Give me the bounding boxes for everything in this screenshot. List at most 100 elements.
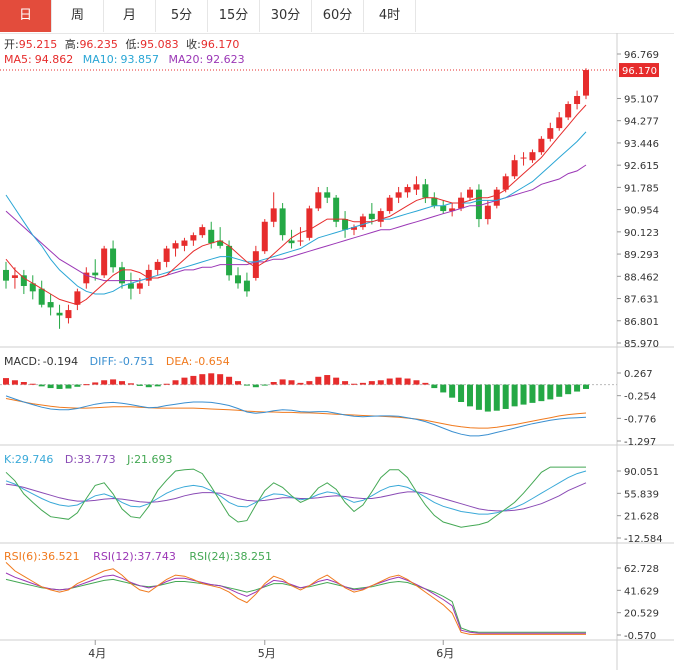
macd-histogram-bar: [315, 376, 322, 385]
ma10-line: [5, 131, 587, 295]
time-axis-label: 5月: [258, 647, 276, 660]
rsi12-label: RSI(12):: [93, 550, 137, 563]
macd-legend: MACD: -0.194 DIFF: -0.751 DEA: -0.654: [4, 355, 230, 368]
macd-histogram-bar: [190, 375, 197, 385]
dea-line: [5, 398, 587, 429]
macd-axis-tick-label: -1.297: [624, 437, 656, 448]
macd-histogram-bar: [56, 384, 63, 389]
macd-histogram-bar: [386, 378, 393, 385]
macd-histogram-bar: [449, 384, 456, 398]
rsi-panel: [5, 562, 586, 635]
price-axis-tick-label: 85.970: [624, 339, 659, 350]
candle-up: [163, 248, 170, 262]
macd-histogram-bar: [29, 383, 36, 385]
ma5-line: [5, 104, 587, 306]
d-value: 33.773: [77, 453, 116, 466]
candle-down: [243, 280, 250, 292]
time-axis-label: 4月: [88, 647, 106, 660]
price-axis-tick-label: 86.801: [624, 317, 659, 328]
tab-60min[interactable]: 60分: [312, 0, 364, 32]
ma5-label: MA5:: [4, 53, 32, 66]
candle-up: [172, 243, 179, 249]
rsi-axis-tick-label: 20.529: [624, 609, 659, 620]
macd-histogram-bar: [520, 384, 527, 405]
tab-week[interactable]: 周: [52, 0, 104, 32]
macd-value: -0.194: [43, 355, 78, 368]
kline-chart[interactable]: 96.170 96.769 95.107 94.277 93.446 92.615 91.…: [0, 33, 674, 670]
high-value: 96.235: [79, 38, 118, 51]
candle-up: [502, 176, 509, 190]
macd-histogram-bar: [475, 384, 482, 410]
price-axis-tick-label: 90.123: [624, 228, 659, 239]
kdj-legend: K:29.746 D:33.773 J:21.693: [4, 453, 173, 466]
tab-month[interactable]: 月: [104, 0, 156, 32]
ma20-line: [5, 164, 587, 282]
price-axis-tick-label: 91.785: [624, 183, 659, 194]
candle-down: [29, 283, 36, 292]
ma5-value: 94.862: [35, 53, 74, 66]
candle-down: [127, 283, 134, 289]
period-tabs: 日 周 月 5分 15分 30分 60分 4时: [0, 0, 674, 34]
close-value: 96.170: [201, 38, 240, 51]
high-label: 高:: [65, 37, 80, 51]
low-value: 95.083: [140, 38, 179, 51]
macd-histogram-bar: [3, 378, 9, 385]
macd-histogram-bar: [493, 384, 500, 411]
candle-up: [101, 248, 108, 276]
macd-histogram-bar: [306, 381, 313, 385]
diff-line: [5, 395, 587, 437]
macd-histogram-bar: [199, 374, 206, 385]
candle-up: [574, 95, 581, 105]
rsi-axis-tick-label: -0.570: [624, 631, 656, 642]
candle-down: [92, 272, 99, 276]
rsi12-value: 37.743: [137, 550, 176, 563]
macd-histogram-bar: [404, 378, 411, 385]
tab-5min[interactable]: 5分: [156, 0, 208, 32]
open-label: 开:: [4, 38, 19, 51]
close-label: 收:: [186, 37, 201, 51]
macd-histogram-bar: [288, 380, 295, 385]
kdj-axis-tick-label: 90.051: [624, 467, 659, 478]
candle-down: [288, 240, 295, 244]
ohlc-legend: 开:95.215 高:96.235 低:95.083 收:96.170: [4, 37, 239, 51]
candle-up: [377, 211, 384, 222]
kdj-axis-tick-label: 55.839: [624, 489, 659, 500]
macd-histogram-bar: [270, 382, 277, 385]
rsi-axis-tick-label: 41.629: [624, 586, 659, 597]
kdj-axis-tick-label: -12.584: [624, 534, 663, 545]
candle-down: [38, 288, 45, 305]
macd-histogram-bar: [368, 381, 375, 385]
macd-histogram-bar: [511, 384, 518, 407]
tab-day[interactable]: 日: [0, 0, 52, 32]
candle-up: [449, 208, 456, 212]
macd-histogram-bar: [547, 384, 554, 400]
macd-label: MACD:: [4, 355, 41, 368]
macd-histogram-bar: [208, 373, 215, 385]
diff-value: -0.751: [119, 355, 154, 368]
tab-15min[interactable]: 15分: [208, 0, 260, 32]
candle-up: [11, 275, 18, 278]
candle-up: [386, 197, 393, 212]
tab-4hour[interactable]: 4时: [364, 0, 416, 32]
open-value: 95.215: [19, 38, 58, 51]
rsi6-line: [5, 562, 586, 635]
macd-histogram-bar: [92, 382, 99, 385]
candle-up: [145, 269, 152, 281]
candle-down: [422, 184, 429, 198]
tab-30min[interactable]: 30分: [260, 0, 312, 32]
macd-histogram-bar: [74, 384, 81, 387]
candle-up: [181, 240, 188, 246]
macd-histogram-bar: [297, 382, 304, 385]
macd-histogram-bar: [484, 384, 491, 412]
macd-histogram-bar: [226, 376, 233, 385]
macd-histogram-bar: [422, 382, 429, 385]
macd-histogram-bar: [529, 384, 536, 403]
candle-up: [261, 221, 268, 252]
macd-histogram-bar: [261, 384, 268, 386]
macd-histogram-bar: [38, 384, 45, 387]
macd-histogram-bar: [235, 381, 241, 385]
candle-up: [315, 192, 322, 209]
macd-histogram-bar: [458, 384, 465, 402]
candle-down: [119, 267, 125, 284]
candle-up: [74, 291, 81, 305]
